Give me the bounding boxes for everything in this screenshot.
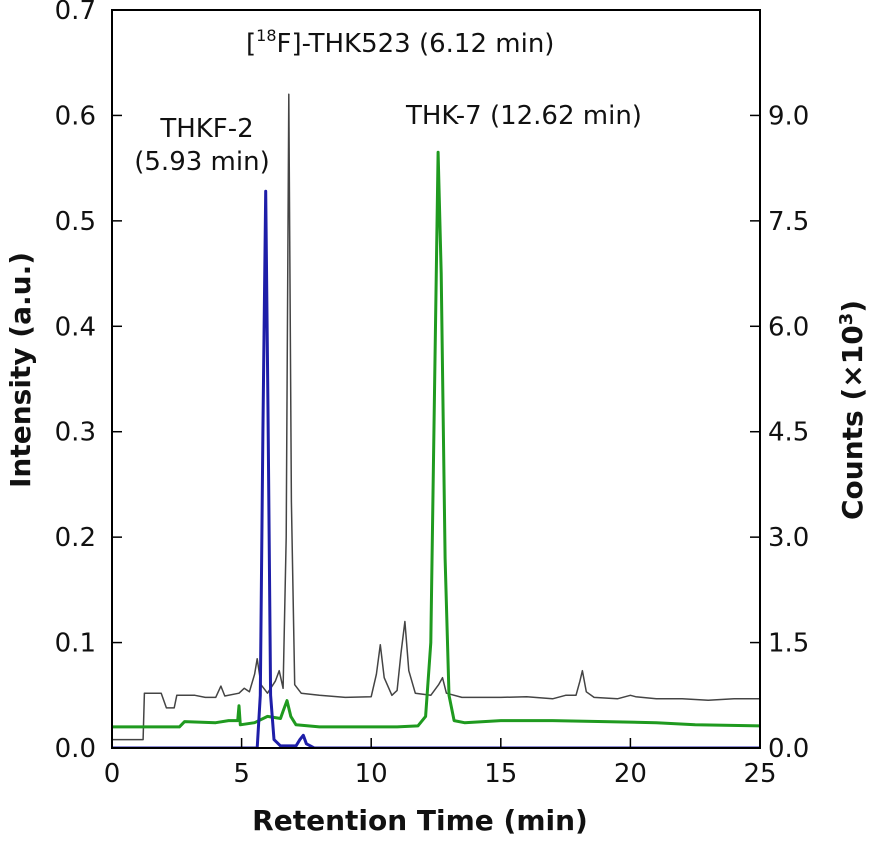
- y-right-tick-label: 3.0: [768, 523, 809, 553]
- series-line-0: [112, 93, 760, 741]
- y-right-title-main: Counts (×10: [836, 325, 869, 520]
- annotation-thk523-sup: 18: [256, 26, 276, 45]
- y-left-tick-label: 0.0: [55, 734, 96, 764]
- annotation-thkf2-line1: THKF-2: [159, 114, 253, 144]
- y-left-tick-label: 0.2: [55, 523, 96, 553]
- annotation-thk7: THK-7 (12.62 min): [405, 101, 642, 131]
- annotation-thk523: [18F]-THK523 (6.12 min): [246, 26, 554, 59]
- y-left-tick-label: 0.6: [55, 101, 96, 131]
- y-right-tick-label: 1.5: [768, 629, 809, 659]
- x-tick-label: 25: [743, 759, 776, 789]
- x-tick-label: 20: [614, 759, 647, 789]
- y-left-tick-label: 0.1: [55, 629, 96, 659]
- ticks-layer: 0 5 10 15 20 250.00.10.20.30.40.50.60.70.01.5…: [55, 0, 810, 789]
- y-left-tick-label: 0.5: [55, 207, 96, 237]
- x-tick-label: 10: [355, 759, 388, 789]
- series-line-2: [112, 189, 760, 748]
- y-right-tick-label: 6.0: [768, 312, 809, 342]
- x-tick-label: 5: [233, 759, 250, 789]
- series-layer: [112, 93, 760, 748]
- y-right-axis-title: Counts (×103): [836, 300, 869, 520]
- y-left-axis-title: Intensity (a.u.): [4, 252, 37, 488]
- y-right-tick-label: 7.5: [768, 207, 809, 237]
- annotation-thk523-pre: [: [246, 29, 256, 59]
- x-tick-label: 0: [104, 759, 121, 789]
- annotation-thk523-post: F]-THK523 (6.12 min): [277, 29, 555, 59]
- x-axis-title: Retention Time (min): [252, 804, 588, 837]
- y-left-tick-label: 0.3: [55, 418, 96, 448]
- x-tick-label: 15: [484, 759, 517, 789]
- annotation-thkf2-line2: (5.93 min): [134, 147, 269, 177]
- y-right-title-sup: 3: [836, 313, 857, 326]
- y-right-tick-label: 9.0: [768, 101, 809, 131]
- series-line-1: [112, 150, 760, 729]
- y-left-tick-label: 0.4: [55, 312, 96, 342]
- y-left-tick-label: 0.7: [55, 0, 96, 26]
- y-right-title-close: ): [836, 300, 869, 313]
- plot-frame: [111, 9, 761, 749]
- y-right-tick-label: 4.5: [768, 418, 809, 448]
- y-right-tick-label: 0.0: [768, 734, 809, 764]
